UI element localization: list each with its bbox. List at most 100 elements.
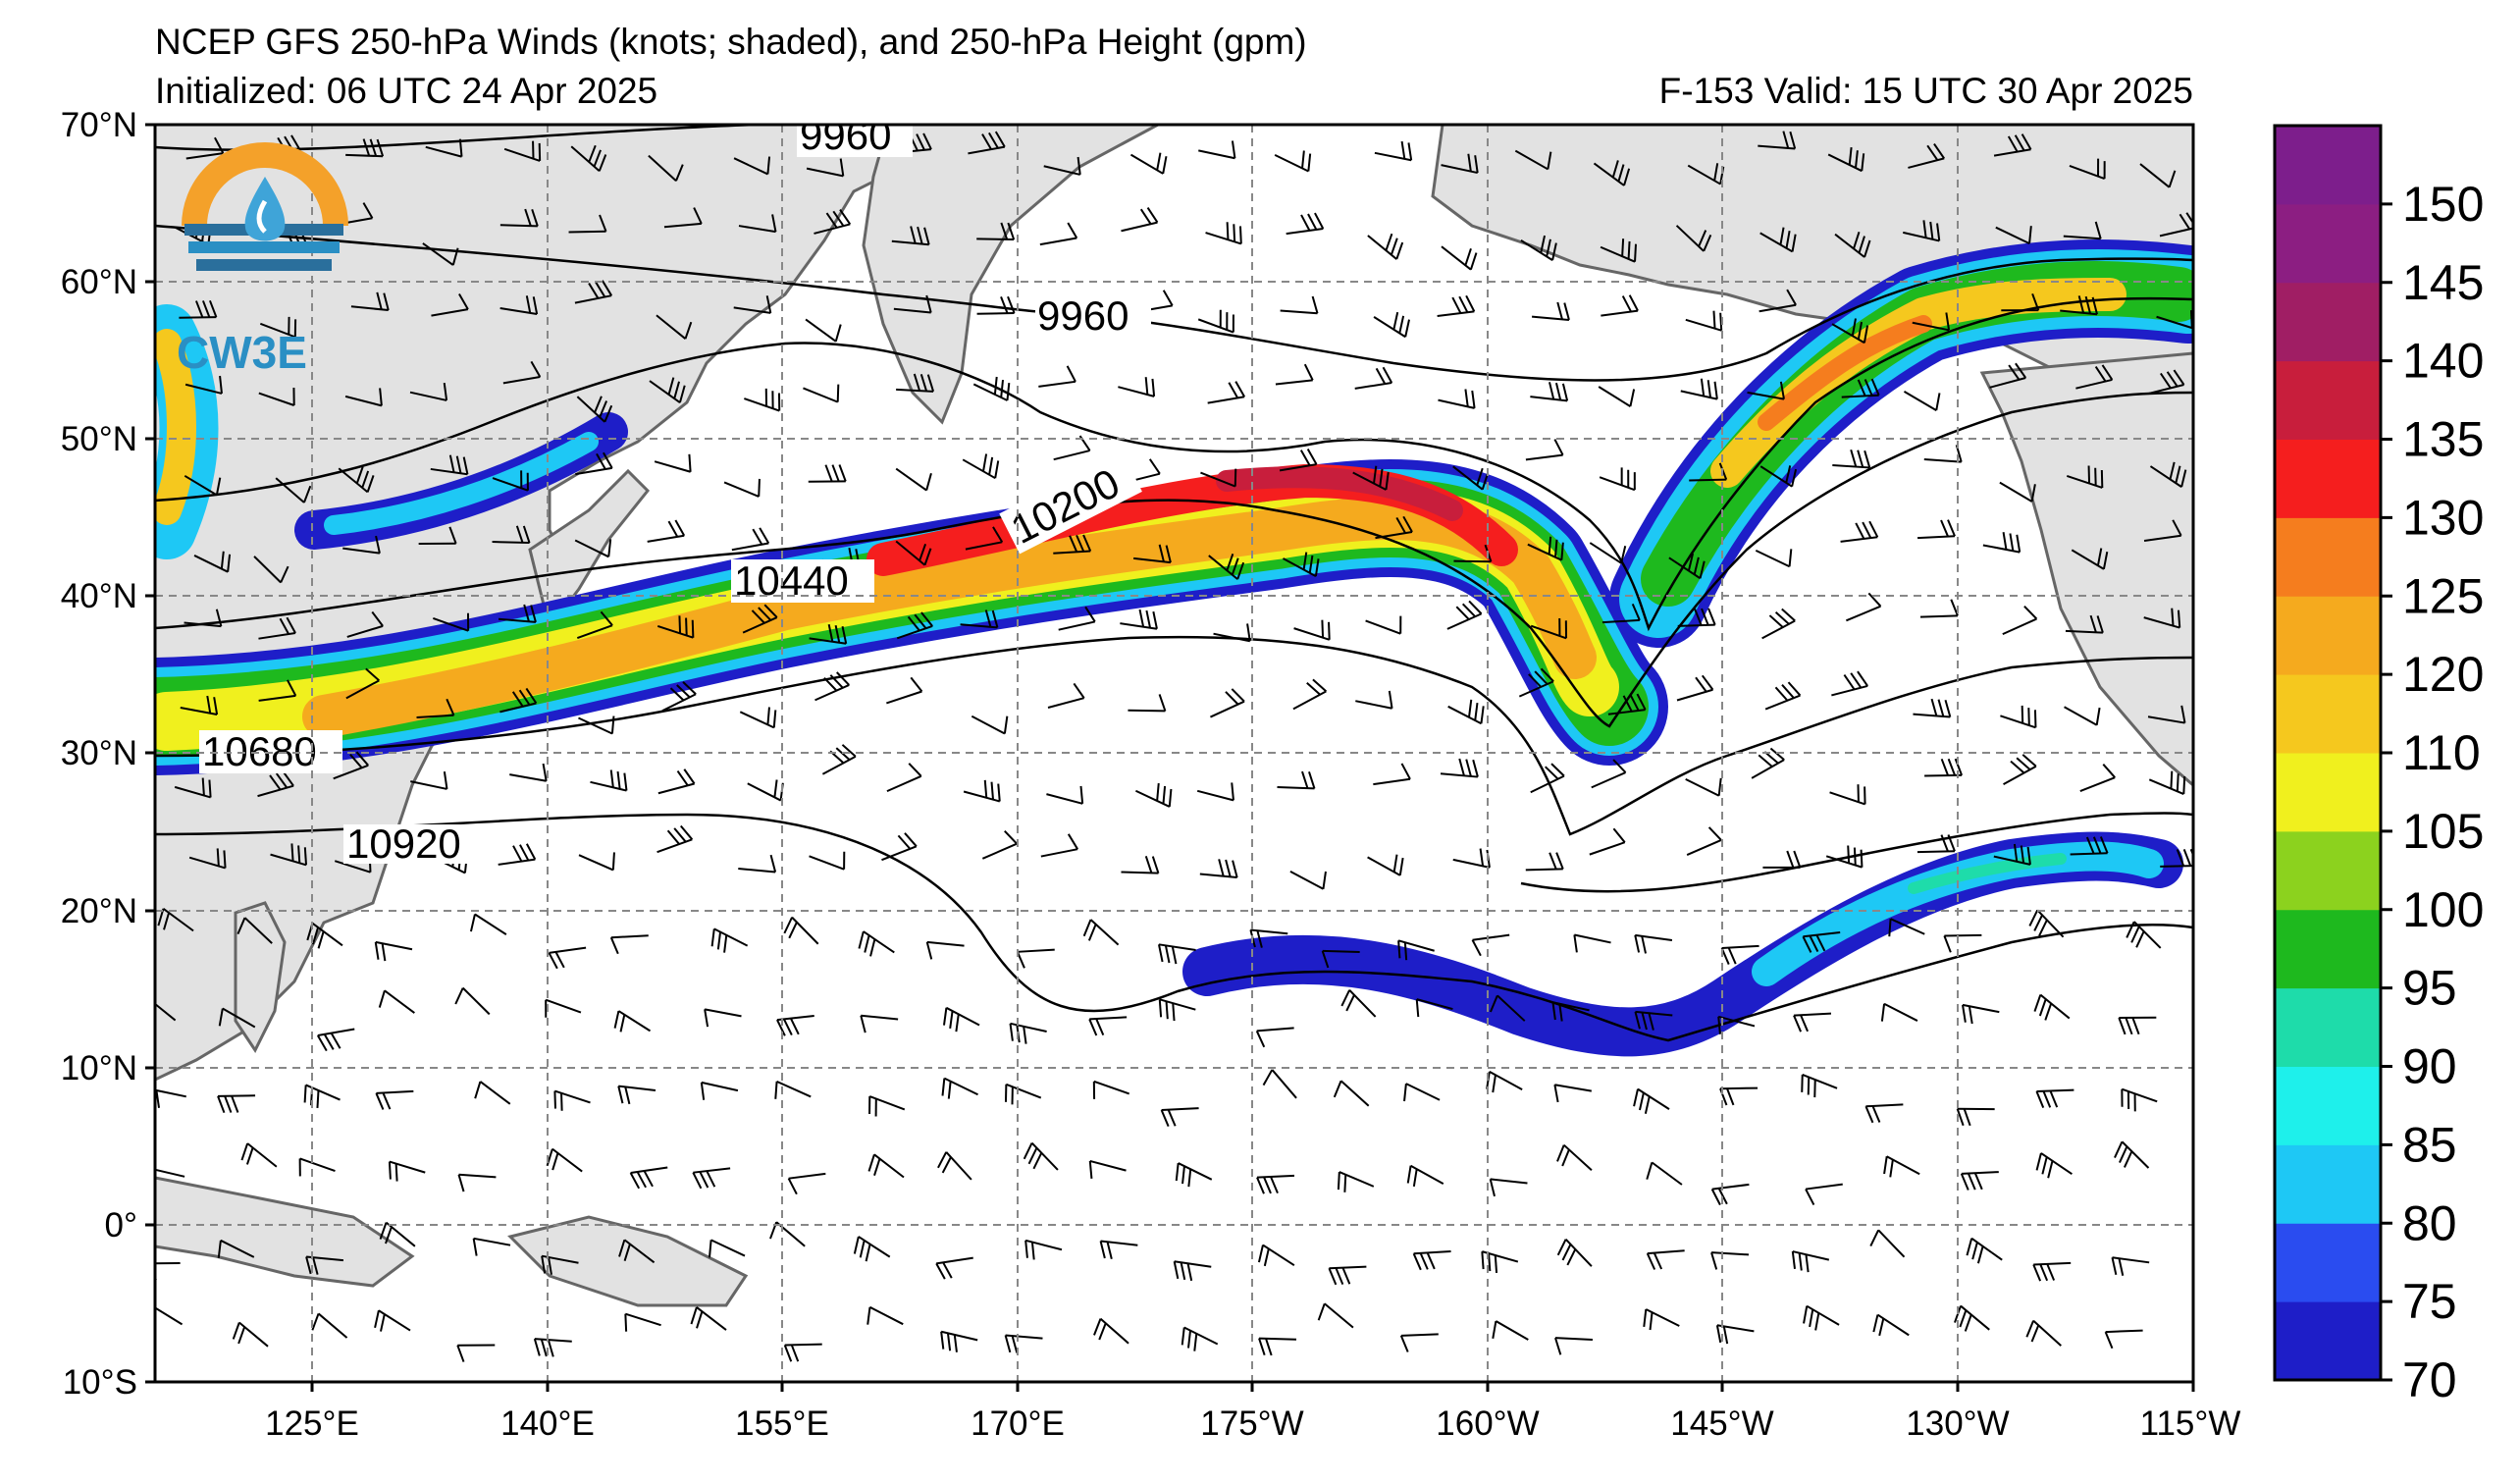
- jet-main: [155, 459, 1668, 775]
- wind-barb: [1600, 238, 1637, 263]
- wind-barb: [739, 707, 777, 729]
- wind-barb: [2025, 1319, 2062, 1347]
- colorbar: 150 145 140 135 130 125 120 110 105 100 95 90 85 80 75…: [2273, 124, 2484, 1407]
- land-new-guinea: [507, 1215, 749, 1307]
- wind-barb: [1262, 1069, 1297, 1099]
- wind-barb: [690, 1306, 727, 1331]
- contour-label-9960-top: 9960: [800, 112, 891, 158]
- wind-barb: [776, 1015, 814, 1036]
- wind-barb: [1198, 140, 1236, 160]
- colorbar-tick-label: 130: [2402, 490, 2484, 545]
- wind-barb: [1039, 222, 1078, 246]
- wind-barb: [1960, 1171, 1999, 1191]
- wind-barb: [344, 388, 383, 407]
- wind-barb: [976, 222, 1016, 241]
- wind-barb: [1257, 1244, 1295, 1267]
- wind-barb: [2139, 163, 2177, 188]
- wind-barb: [1489, 1178, 1528, 1197]
- wind-barb: [1046, 785, 1084, 805]
- wind-barb: [1489, 994, 1526, 1022]
- wind-barb: [1676, 674, 1714, 702]
- wind-barb: [345, 138, 385, 158]
- wind-barb: [568, 214, 607, 234]
- lat-label-0: 0°: [105, 1206, 137, 1245]
- wind-barb: [656, 314, 693, 340]
- wind-barb: [1530, 382, 1569, 402]
- wind-barb: [942, 1006, 980, 1033]
- wind-barb: [236, 917, 273, 944]
- wind-barb: [738, 854, 777, 874]
- wind-barb: [1908, 143, 1946, 169]
- wind-barb: [433, 612, 470, 632]
- wind-barb: [1553, 1084, 1592, 1103]
- wind-barb: [624, 1312, 661, 1332]
- wind-barb: [1275, 363, 1314, 386]
- wind-barb: [744, 388, 781, 412]
- wind-barb: [1128, 694, 1167, 713]
- wind-barb: [545, 998, 582, 1018]
- wind-barb: [1840, 520, 1879, 543]
- wind-barb: [783, 916, 819, 945]
- wind-barb: [1525, 439, 1564, 461]
- wind-barb: [1492, 1320, 1529, 1341]
- wind-barb: [306, 922, 343, 949]
- wind-barb: [1016, 948, 1055, 969]
- wind-barb: [656, 615, 695, 639]
- wind-barb: [1397, 939, 1435, 961]
- wind-barb: [647, 519, 686, 543]
- wind-barb: [1279, 448, 1318, 472]
- colorbar-segment: [2275, 1223, 2381, 1302]
- wind-barb: [963, 779, 1001, 803]
- contour-label-10920: 10920: [346, 821, 461, 867]
- wind-barb: [2121, 1087, 2158, 1112]
- wind-barb: [1591, 759, 1627, 789]
- colorbar-tick-label: 95: [2402, 961, 2457, 1016]
- lat-label-10n: 10°N: [61, 1049, 137, 1087]
- wind-barb: [578, 852, 615, 872]
- wind-barb: [1518, 667, 1554, 698]
- wind-barb: [155, 1168, 185, 1178]
- wind-barb: [742, 604, 778, 634]
- wind-barb: [1525, 852, 1564, 872]
- colorbar-tick-label: 100: [2402, 882, 2484, 937]
- wind-barb: [1903, 391, 1941, 411]
- wind-barb: [1440, 758, 1479, 778]
- wind-barb: [578, 715, 615, 735]
- lon-label-140e: 140°E: [500, 1404, 595, 1443]
- lon-label-175w: 175°W: [1200, 1404, 1303, 1443]
- wind-barb: [896, 373, 935, 393]
- wind-barb: [1210, 688, 1245, 718]
- wind-barb: [570, 144, 607, 173]
- wind-barb: [184, 609, 223, 628]
- wind-barb: [960, 609, 999, 629]
- wind-barb: [193, 551, 232, 573]
- wind-barb: [1872, 1313, 1910, 1337]
- wind-barb: [886, 763, 922, 793]
- wind-barb: [1438, 389, 1476, 409]
- wind-barb: [1917, 519, 1956, 540]
- wind-barb: [1352, 465, 1390, 491]
- wind-barb: [498, 604, 537, 623]
- wind-barb: [860, 1014, 899, 1033]
- wind-barb: [1403, 1083, 1441, 1102]
- wind-barb: [629, 1166, 668, 1190]
- wind-barb: [971, 715, 1009, 735]
- wind-barb: [809, 623, 848, 645]
- wind-barb: [1883, 1155, 1920, 1178]
- wind-barb: [1043, 156, 1081, 176]
- wind-barb: [700, 1081, 739, 1100]
- wind-barb: [430, 454, 469, 476]
- wind-barb: [1680, 378, 1718, 400]
- wind-barb: [425, 138, 463, 158]
- wind-barb: [968, 131, 1006, 155]
- wind-barb: [2032, 1261, 2072, 1282]
- wind-barb: [1134, 782, 1173, 808]
- wind-barb: [937, 1151, 972, 1181]
- wind-barb: [1805, 1183, 1843, 1205]
- wind-barb: [1292, 678, 1328, 711]
- wind-barb: [1686, 826, 1722, 857]
- wind-barb: [1367, 233, 1404, 260]
- wind-barb: [981, 829, 1018, 860]
- wind-barb: [2104, 1329, 2143, 1350]
- wind-barb: [1802, 931, 1841, 953]
